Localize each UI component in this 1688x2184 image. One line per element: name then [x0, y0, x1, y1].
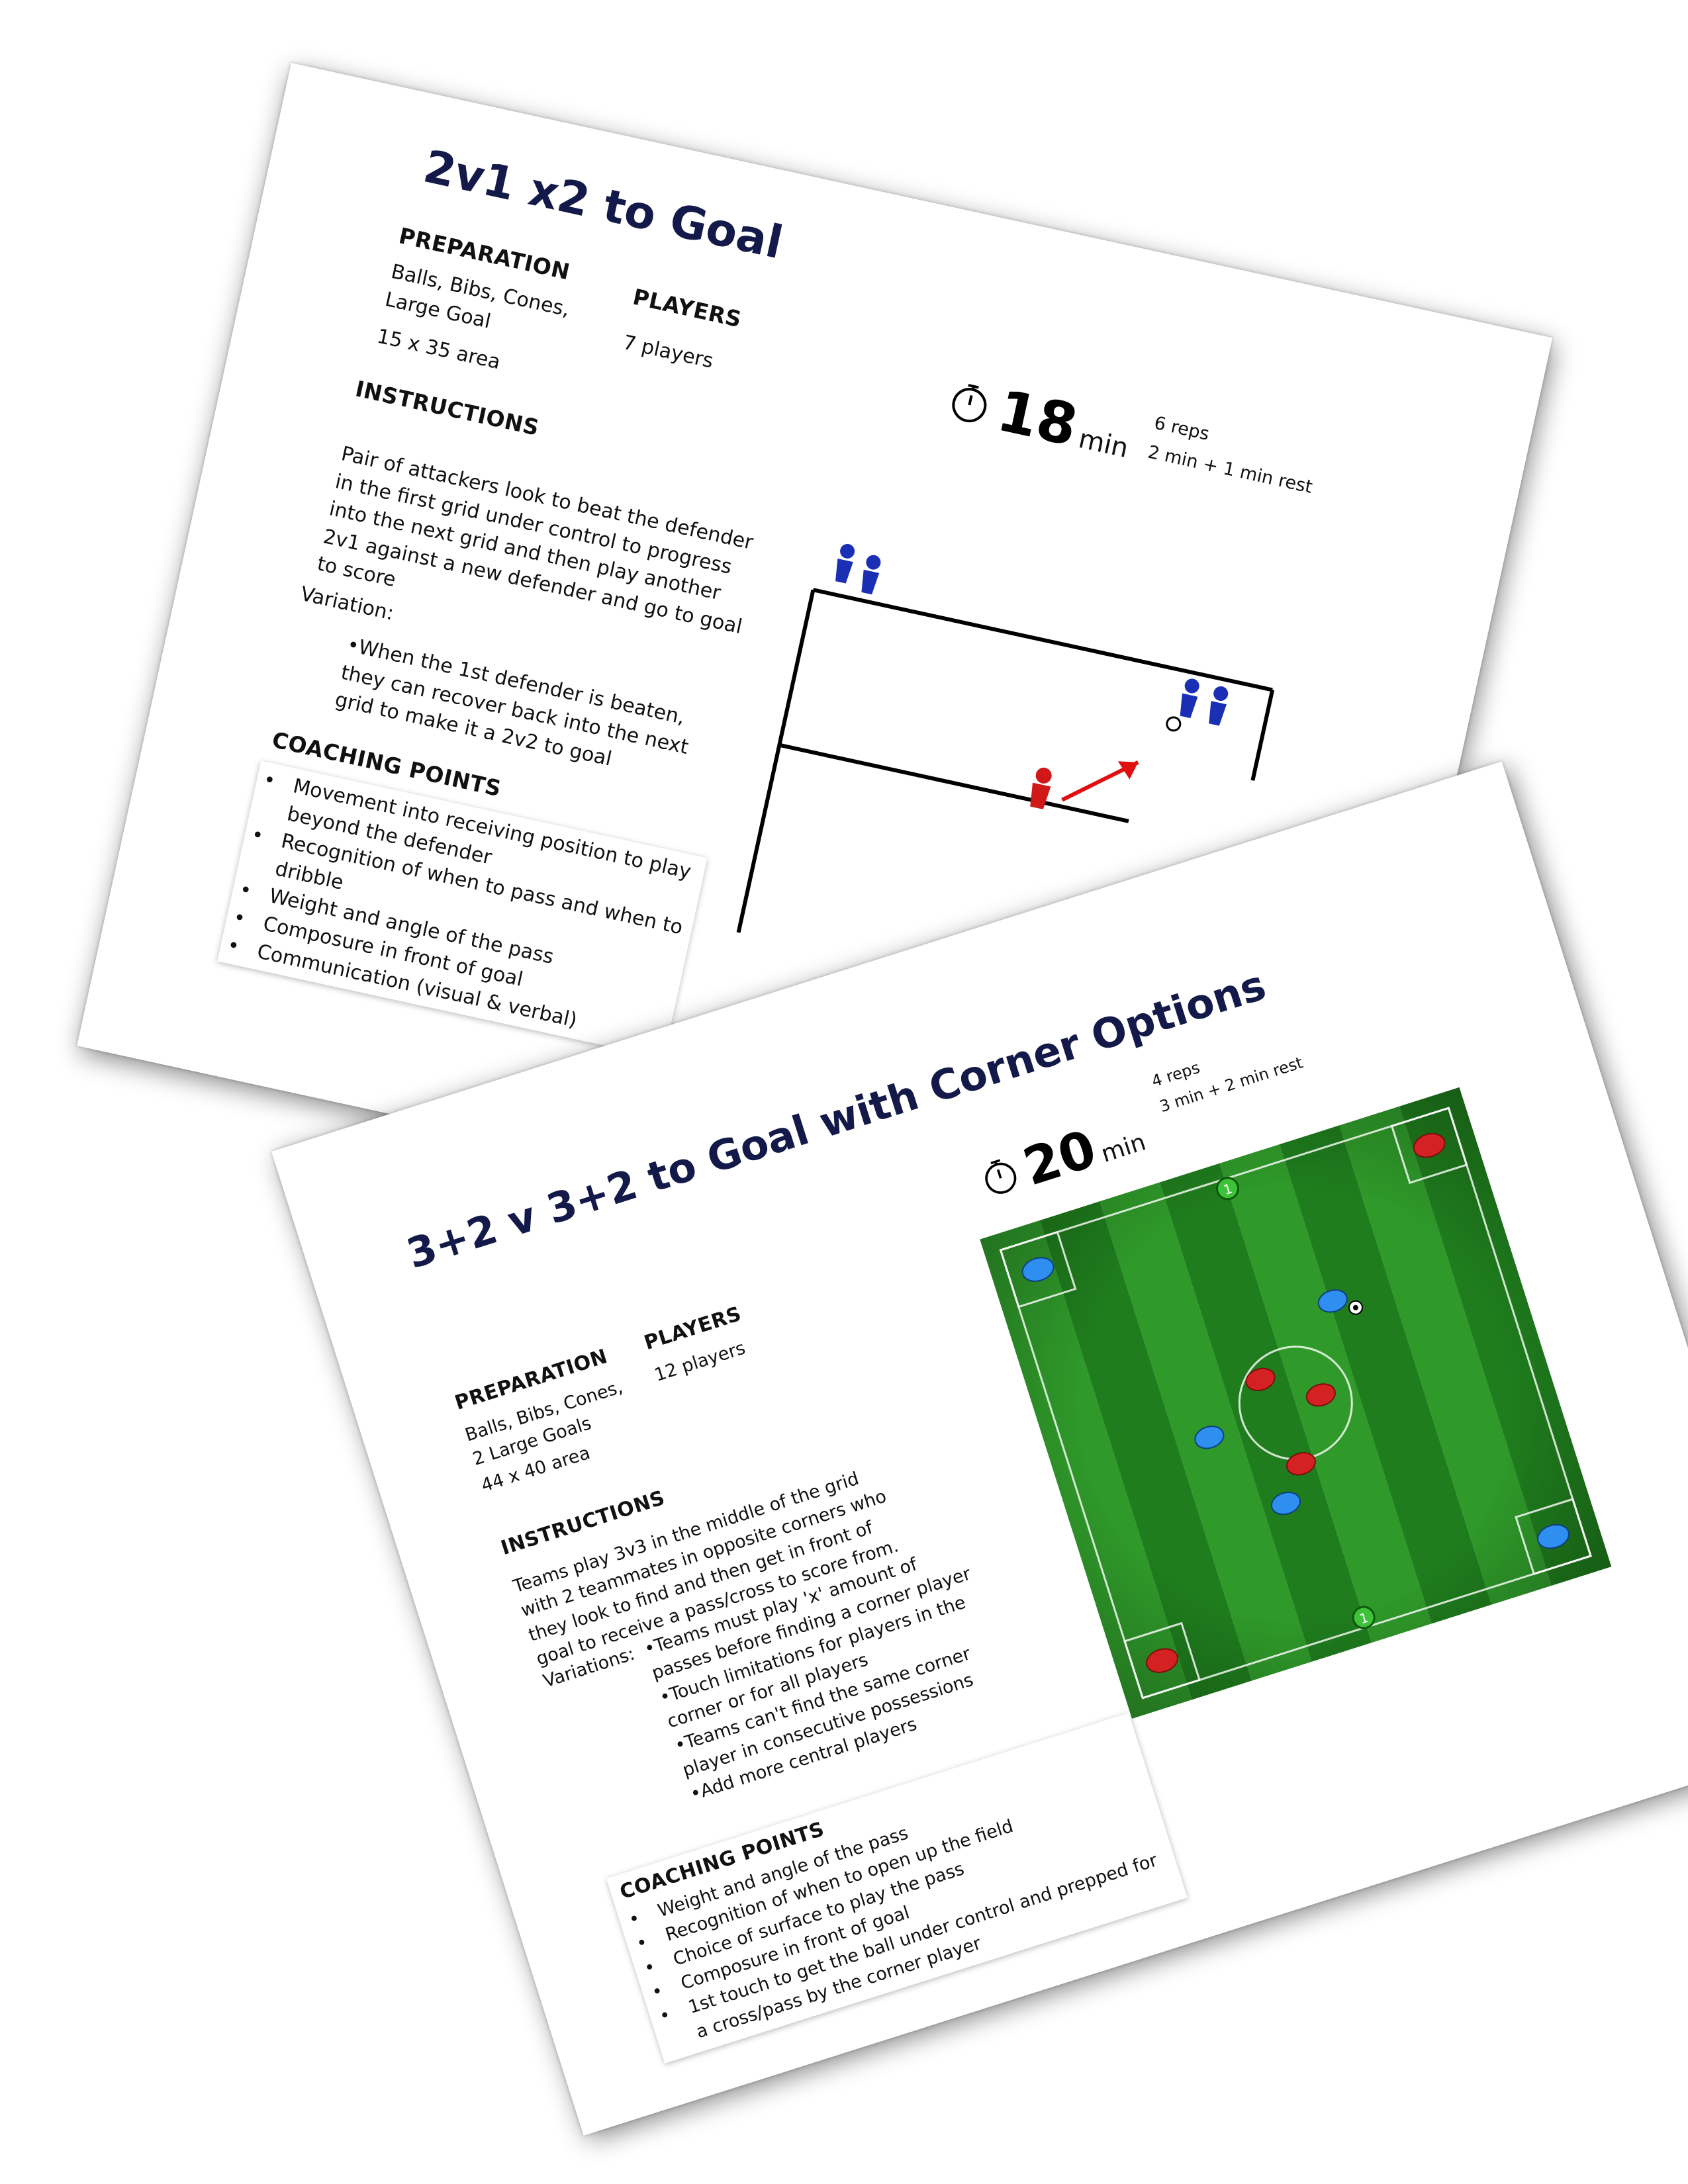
- drill-card-corner-options: 3+2 v 3+2 to Goal with Corner Options 20…: [271, 761, 1688, 2136]
- instructions-heading: INSTRUCTIONS: [353, 375, 542, 441]
- player-icon: [1180, 678, 1229, 726]
- coaching-points-list: Movement into receiving position to play…: [224, 766, 700, 1053]
- stopwatch-icon: [952, 384, 987, 423]
- players-heading: PLAYERS: [630, 283, 744, 333]
- timer-minutes: 20: [1016, 1119, 1103, 1198]
- coaching-points-box: Movement into receiving position to play…: [217, 760, 708, 1059]
- timer-minutes: 18: [992, 377, 1084, 460]
- drill-diagram: [736, 543, 1275, 933]
- drill-card-2v1: 2v1 x2 to Goal PREPARATION Balls, Bibs, …: [77, 63, 1553, 1321]
- arrow-icon: [1061, 760, 1139, 802]
- ball-icon: [1166, 716, 1182, 732]
- grid-lines: [736, 588, 1275, 933]
- instructions-text: Pair of attackers look to beat the defen…: [314, 442, 755, 639]
- pitch-diagram: 1 1: [980, 1087, 1612, 1719]
- timer-schedule: 2 min + 1 min rest: [1146, 441, 1315, 498]
- drill-timer: 18 min: [943, 367, 1137, 471]
- stopwatch-icon: [985, 1159, 1017, 1194]
- player-icon: [835, 543, 881, 595]
- player-icon: [1030, 767, 1052, 809]
- ball-icon: [1348, 1300, 1363, 1315]
- keeper-number: 1: [1221, 1180, 1234, 1198]
- goalkeeper-bottom: 1: [1352, 1606, 1376, 1629]
- players-count: 7 players: [620, 330, 716, 373]
- timer-unit: min: [1076, 424, 1131, 465]
- keeper-number: 1: [1358, 1610, 1370, 1627]
- goalkeeper-top: 1: [1216, 1177, 1240, 1201]
- timer-unit: min: [1098, 1128, 1149, 1168]
- red-team: [1146, 1132, 1446, 1673]
- drill-timer: 20 min: [974, 1104, 1151, 1211]
- blue-team: [1021, 1257, 1570, 1549]
